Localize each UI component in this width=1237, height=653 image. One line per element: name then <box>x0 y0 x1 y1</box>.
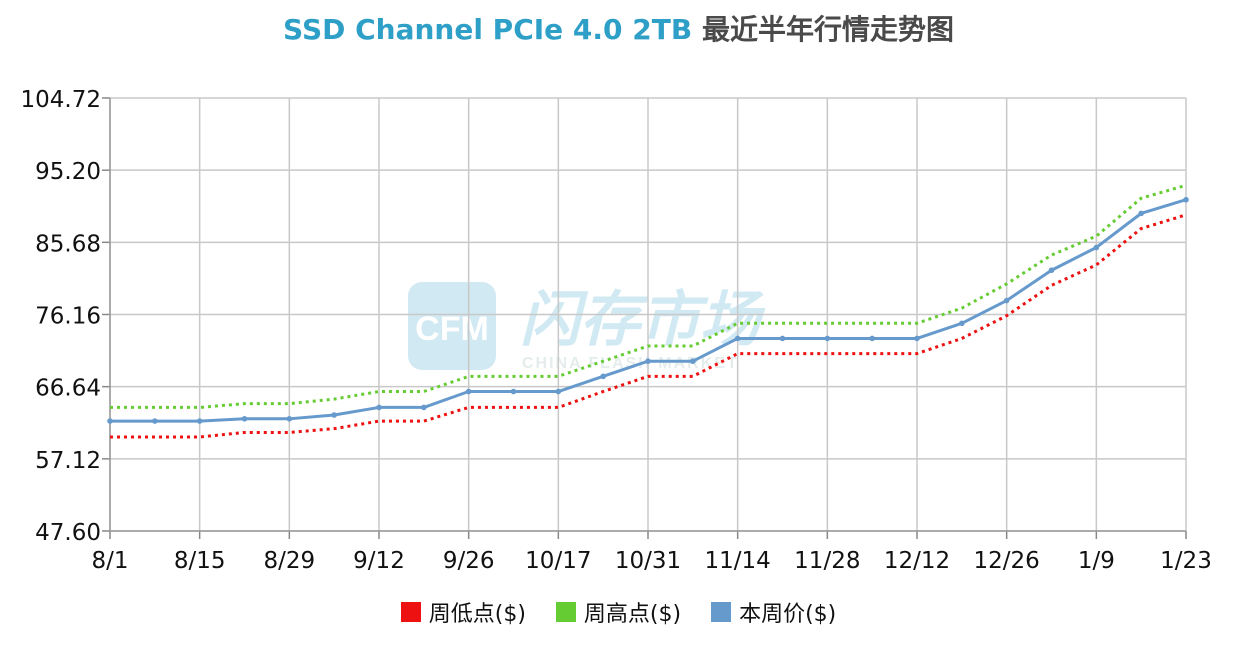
y-tick-label: 76.16 <box>35 304 101 330</box>
data-point-current[interactable] <box>555 388 562 395</box>
x-tick-label: 11/14 <box>705 548 771 574</box>
grid <box>109 97 1187 532</box>
x-tick-label: 1/9 <box>1078 548 1115 574</box>
data-point-current[interactable] <box>959 320 965 327</box>
watermark-logo-icon <box>408 282 496 370</box>
chart-title-en: SSD Channel PCIe 4.0 2TB <box>283 13 693 46</box>
y-tick-label: 85.68 <box>35 231 101 257</box>
x-tick-label: 10/17 <box>525 548 591 574</box>
data-point-current[interactable] <box>107 418 113 424</box>
legend-item-low[interactable]: 周低点($) <box>400 596 526 628</box>
x-tick-label: 10/31 <box>615 548 681 574</box>
legend-swatch-current <box>711 602 732 622</box>
series-line-high <box>110 183 1187 409</box>
legend-label-current: 本周价($) <box>739 602 837 627</box>
x-tick-label: 9/26 <box>443 548 495 574</box>
data-point-current[interactable] <box>241 416 248 422</box>
y-tick-label: 66.64 <box>35 376 101 402</box>
x-tick-label: 11/28 <box>794 548 860 574</box>
legend-swatch-low <box>400 602 421 622</box>
x-tick-label: 8/15 <box>174 548 226 574</box>
data-point-current[interactable] <box>914 335 920 342</box>
y-tick-label: 104.72 <box>21 87 101 113</box>
legend-label-high: 周高点($) <box>583 602 682 627</box>
series-layer <box>107 183 1189 439</box>
data-point-current[interactable] <box>690 358 696 364</box>
watermark-sub: CHINA FLASH MARKET <box>522 355 739 372</box>
data-point-current[interactable] <box>645 358 651 364</box>
data-point-current[interactable] <box>824 335 831 342</box>
data-point-current[interactable] <box>1138 210 1144 217</box>
y-tick-label: 57.12 <box>35 448 101 474</box>
data-point-current[interactable] <box>779 335 786 342</box>
data-point-current[interactable] <box>734 335 741 342</box>
watermark-logo-text: CFM <box>415 310 489 348</box>
y-tick-label: 95.20 <box>35 159 101 185</box>
data-point-current[interactable] <box>1183 196 1189 203</box>
data-point-current[interactable] <box>869 335 875 342</box>
data-point-current[interactable] <box>376 404 382 411</box>
data-point-current[interactable] <box>152 418 158 424</box>
x-tick-label: 8/1 <box>91 548 128 574</box>
data-point-current[interactable] <box>465 388 472 395</box>
data-point-current[interactable] <box>331 412 337 418</box>
axes: 47.60 57.12 66.64 76.16 85.68 95.20 104.72 8/1 8… <box>21 87 1212 574</box>
data-point-current[interactable] <box>510 388 517 395</box>
x-tick-label: 1/23 <box>1160 548 1212 574</box>
data-point-current[interactable] <box>600 373 606 380</box>
y-tick-label: 47.60 <box>35 520 101 546</box>
watermark: CFM 闪存市场 CHINA FLASH MARKET <box>408 282 766 372</box>
chart-title: SSD Channel PCIe 4.0 2TB 最近半年行情走势图 <box>0 8 1237 48</box>
legend-item-current[interactable]: 本周价($) <box>711 596 836 628</box>
series-line-low <box>110 213 1187 439</box>
legend-item-high[interactable]: 周高点($) <box>555 596 682 628</box>
x-tick-label: 12/26 <box>974 548 1040 574</box>
data-point-current[interactable] <box>1003 297 1010 304</box>
data-point-current[interactable] <box>1093 244 1100 251</box>
data-point-current[interactable] <box>1048 267 1055 274</box>
legend-swatch-high <box>555 602 576 622</box>
chart-title-cn: 最近半年行情走势图 <box>701 13 954 46</box>
data-point-current[interactable] <box>421 404 427 411</box>
watermark-brand: 闪存市场 <box>520 285 766 355</box>
x-tick-label: 9/12 <box>353 548 405 574</box>
data-point-current[interactable] <box>286 416 293 422</box>
data-point-current[interactable] <box>196 418 203 424</box>
x-tick-label: 12/12 <box>884 548 950 574</box>
x-tick-label: 8/29 <box>264 548 316 574</box>
legend: 周低点($) 周高点($) 本周价($) <box>0 596 1237 628</box>
legend-label-low: 周低点($) <box>428 602 526 627</box>
